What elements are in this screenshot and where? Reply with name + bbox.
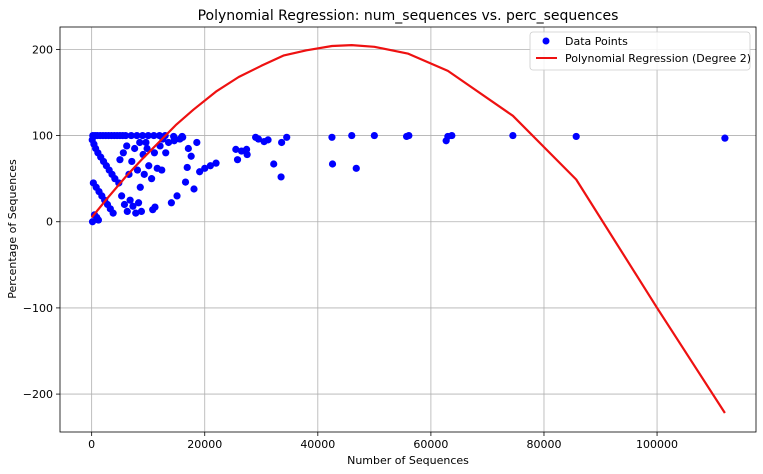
data-point	[187, 152, 195, 160]
data-point	[164, 138, 173, 147]
x-tick-label: 100000	[636, 438, 678, 451]
data-point	[283, 133, 291, 141]
data-point	[193, 138, 201, 147]
data-point	[254, 135, 263, 143]
data-point	[190, 185, 198, 193]
data-point	[370, 131, 378, 140]
data-point	[150, 149, 159, 157]
y-tick-label: −100	[23, 302, 53, 315]
data-point	[181, 178, 190, 186]
data-point	[162, 149, 170, 157]
data-point	[170, 137, 178, 145]
data-point	[118, 192, 126, 200]
data-point	[167, 199, 175, 207]
data-point	[116, 156, 124, 164]
data-point	[173, 192, 181, 200]
x-tick-label: 40000	[300, 438, 335, 451]
data-point	[196, 168, 204, 176]
data-point	[126, 196, 134, 204]
data-point	[145, 162, 153, 170]
data-point	[405, 131, 413, 140]
data-point	[123, 142, 131, 150]
data-point	[184, 144, 192, 153]
chart-title: Polynomial Regression: num_sequences vs.…	[198, 8, 619, 24]
data-point	[278, 138, 286, 147]
data-point	[348, 131, 356, 140]
data-point	[142, 138, 150, 147]
data-point	[328, 160, 337, 168]
data-point	[144, 131, 152, 140]
data-point	[143, 144, 151, 153]
legend-label-data-points: Data Points	[565, 35, 628, 48]
data-point	[128, 157, 136, 166]
y-tick-label: 100	[32, 130, 53, 143]
y-tick-label: 200	[32, 43, 53, 56]
data-point	[206, 162, 214, 170]
data-point	[151, 203, 159, 211]
data-point	[183, 163, 191, 172]
data-point	[150, 131, 158, 140]
data-point	[136, 183, 144, 191]
data-point	[94, 216, 103, 224]
data-point	[509, 131, 517, 140]
data-point	[138, 131, 147, 140]
data-point	[123, 207, 131, 216]
data-point	[158, 166, 166, 174]
data-point	[129, 202, 137, 210]
data-point	[270, 160, 278, 168]
regression-series	[90, 44, 726, 414]
data-point	[121, 131, 130, 140]
y-axis-ticks: −200 −100 0 100 200	[23, 43, 60, 401]
data-point	[201, 164, 209, 172]
data-point	[179, 133, 187, 141]
x-axis-ticks: 0 20000 40000 60000 80000 100000	[88, 432, 678, 451]
data-point	[212, 159, 220, 167]
data-point	[448, 131, 456, 140]
legend: Data Points Polynomial Regression (Degre…	[529, 31, 751, 71]
data-point	[721, 134, 729, 142]
data-point	[572, 132, 580, 141]
legend-marker-data-points	[542, 37, 550, 45]
regression-line	[90, 44, 726, 414]
data-point	[119, 149, 127, 157]
y-axis-label: Percentage of Sequences	[6, 159, 19, 299]
data-point	[109, 209, 117, 217]
grid	[60, 27, 756, 432]
data-point	[132, 209, 140, 217]
data-point	[233, 156, 242, 164]
data-point	[88, 218, 97, 226]
x-tick-label: 60000	[413, 438, 448, 451]
legend-frame	[529, 31, 751, 71]
data-point	[328, 133, 336, 141]
data-point	[243, 150, 251, 159]
legend-label-regression: Polynomial Regression (Degree 2)	[565, 52, 751, 65]
data-point	[140, 170, 148, 178]
data-point	[277, 173, 285, 181]
y-tick-label: 0	[46, 216, 53, 229]
data-point	[136, 138, 144, 147]
y-tick-label: −200	[23, 388, 53, 401]
data-point	[127, 131, 135, 140]
x-tick-label: 80000	[526, 438, 561, 451]
data-point	[137, 207, 146, 216]
data-point	[232, 145, 240, 153]
data-point	[264, 136, 272, 144]
data-point	[133, 131, 141, 140]
data-point	[352, 164, 360, 172]
x-axis-label: Number of Sequences	[347, 454, 469, 467]
scatter-series	[88, 131, 729, 226]
data-point	[147, 175, 156, 183]
x-tick-label: 20000	[187, 438, 222, 451]
data-point	[120, 200, 129, 209]
plot-frame	[59, 26, 757, 433]
x-tick-label: 0	[88, 438, 95, 451]
data-point	[133, 166, 142, 174]
data-point	[134, 199, 143, 207]
data-point	[131, 144, 139, 153]
